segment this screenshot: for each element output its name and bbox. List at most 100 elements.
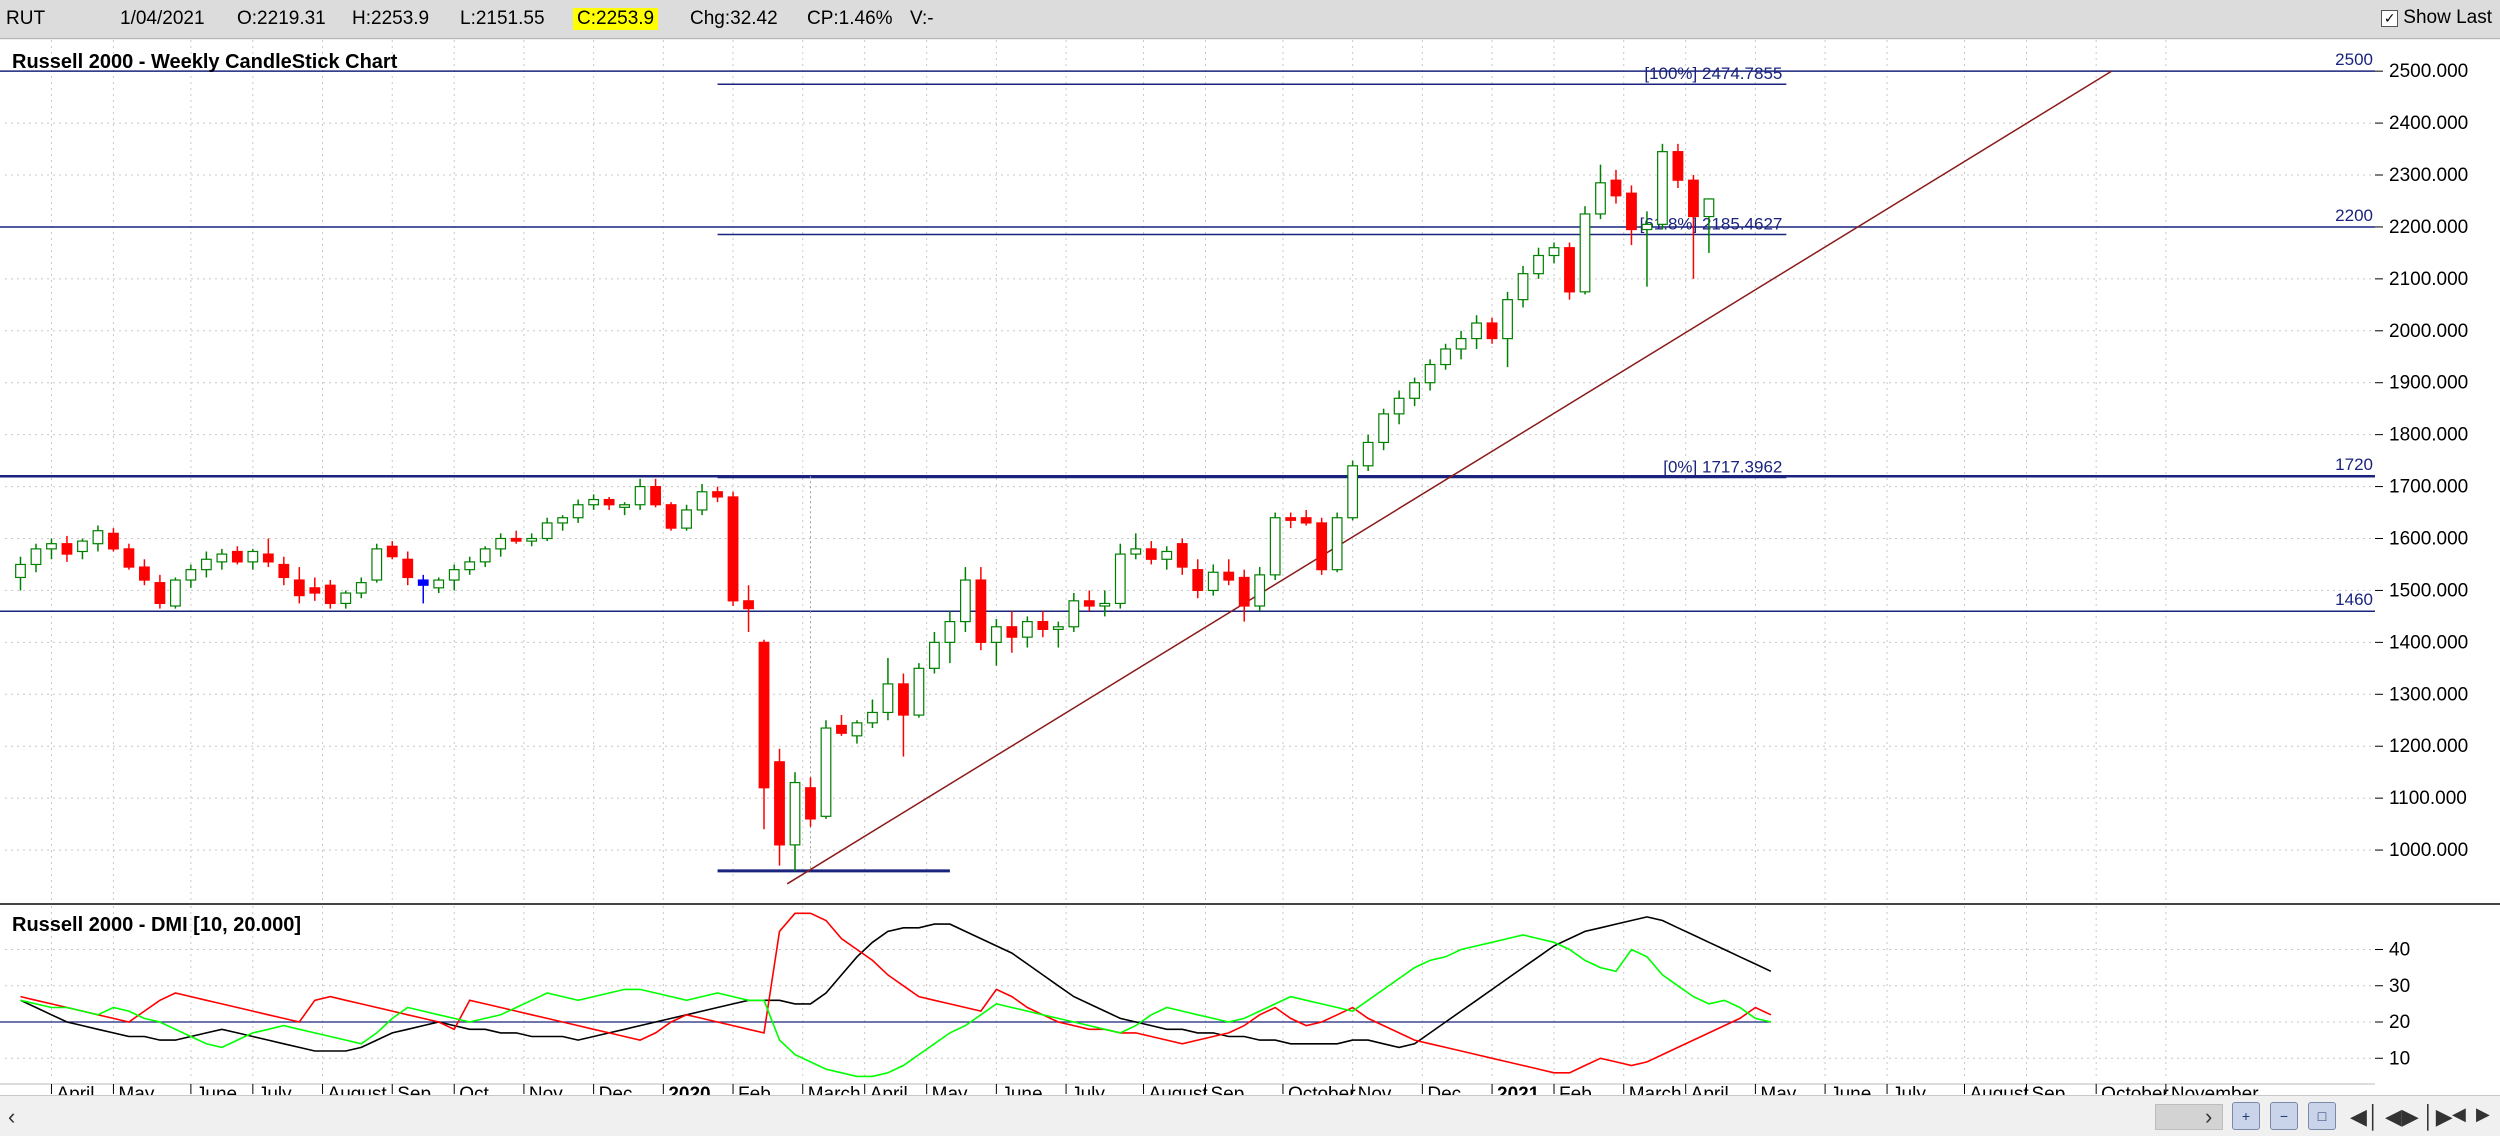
dmi-series-1 xyxy=(20,912,1772,1074)
candle-body xyxy=(1502,299,1513,340)
candle-body xyxy=(371,548,383,581)
candle xyxy=(247,548,259,570)
x-tick-label: May xyxy=(932,1084,968,1095)
candle-body xyxy=(634,485,646,506)
candle-body xyxy=(1424,363,1436,384)
x-tick-label: June xyxy=(1001,1084,1042,1095)
candle xyxy=(200,551,212,578)
x-tick-label: October xyxy=(2101,1084,2169,1095)
candle xyxy=(61,535,73,562)
candle xyxy=(1285,512,1297,529)
candle xyxy=(77,538,88,560)
candle-body xyxy=(1533,254,1544,275)
candle-body xyxy=(1579,213,1591,293)
candle-body xyxy=(1393,397,1405,415)
chart-area[interactable]: 2500 2200 1720 1460 [100%] 2474.7855 [61.8%] … xyxy=(0,40,2500,1095)
candle-body xyxy=(1223,571,1235,581)
candle xyxy=(1595,164,1606,220)
candle-body xyxy=(1641,223,1653,231)
candle-body xyxy=(46,543,57,550)
fib-label: [0%] 1717.3962 xyxy=(1663,458,1782,477)
y-tick-label: 2400.000 xyxy=(2389,113,2468,134)
scroll-left-icon[interactable]: ‹ xyxy=(8,1104,16,1129)
candle xyxy=(402,551,414,586)
dmi-y-tick-label: 30 xyxy=(2389,976,2410,997)
step-back-icon[interactable]: ◀ xyxy=(2452,1104,2466,1124)
candle-body xyxy=(1471,322,1482,340)
volume-value: V:- xyxy=(910,8,934,29)
candle-body xyxy=(139,566,150,581)
candle-body xyxy=(309,587,321,594)
candle xyxy=(262,538,274,568)
candle-body xyxy=(1006,626,1018,638)
candle xyxy=(836,715,847,736)
candle xyxy=(1300,509,1312,526)
step-forward-icon[interactable]: ▶ xyxy=(2476,1104,2490,1124)
candle xyxy=(1331,512,1343,573)
y-tick-label: 1200.000 xyxy=(2389,736,2468,757)
last-page-icon[interactable]: │▶ xyxy=(2422,1104,2453,1129)
x-tick-label: April xyxy=(870,1084,908,1095)
candle xyxy=(1161,546,1173,570)
candle-body xyxy=(1595,182,1606,215)
hline-label: 2500 xyxy=(2335,50,2373,69)
candle xyxy=(1502,291,1513,368)
x-tick-label: Dec xyxy=(1427,1084,1461,1095)
candle-body xyxy=(1285,517,1297,521)
candle xyxy=(1269,512,1281,581)
candle-body xyxy=(479,548,491,563)
scroll-thumb[interactable] xyxy=(2155,1104,2223,1130)
candle xyxy=(712,486,723,503)
candle-body xyxy=(696,491,708,511)
y-tick-label: 1100.000 xyxy=(2389,788,2467,809)
candle-body xyxy=(1347,465,1359,519)
candle-body xyxy=(231,550,243,563)
candle xyxy=(990,618,1002,666)
show-last-label: Show Last xyxy=(2403,7,2492,28)
candle xyxy=(1455,330,1467,360)
candle xyxy=(1238,569,1250,622)
candle xyxy=(1424,359,1436,391)
zoom-reset-icon[interactable]: □ xyxy=(2308,1102,2336,1130)
candle-body xyxy=(1362,441,1374,467)
y-tick-label: 1500.000 xyxy=(2389,580,2468,601)
candle xyxy=(789,772,801,871)
candle-body xyxy=(1130,548,1142,555)
x-tick-label: April xyxy=(1691,1084,1729,1095)
show-last-toggle[interactable]: ✓ Show Last xyxy=(2381,7,2492,29)
candle xyxy=(774,748,785,866)
x-tick-label: July xyxy=(1892,1084,1926,1095)
candle xyxy=(1533,247,1544,279)
candle xyxy=(929,631,940,674)
dmi-y-tick-label: 10 xyxy=(2389,1048,2410,1069)
candle xyxy=(603,496,615,510)
zoom-in-icon[interactable]: + xyxy=(2232,1102,2260,1130)
hline-label: 1720 xyxy=(2335,455,2373,474)
prev-icon[interactable]: ◀▶ xyxy=(2385,1104,2419,1129)
horizontal-scrollbar[interactable]: ‹ › + − □ ◀│ ◀▶ │▶ ◀ ▶ xyxy=(0,1095,2500,1136)
candle xyxy=(1471,315,1482,349)
candle xyxy=(1703,198,1715,253)
candle-body xyxy=(417,579,429,586)
scroll-right-icon[interactable]: › xyxy=(2205,1104,2213,1129)
candle xyxy=(913,663,925,718)
candle-body xyxy=(1703,198,1715,218)
first-page-icon[interactable]: ◀│ xyxy=(2350,1104,2381,1129)
candle-body xyxy=(572,504,584,519)
x-tick-label: July xyxy=(258,1084,292,1095)
candle-body xyxy=(1269,517,1281,576)
close-value: C:2253.9 xyxy=(573,8,659,30)
candle-body xyxy=(355,582,367,594)
candle xyxy=(665,502,677,531)
candle xyxy=(541,517,553,542)
show-last-checkbox[interactable]: ✓ xyxy=(2381,9,2399,27)
candle xyxy=(15,556,26,591)
candle-body xyxy=(386,545,398,558)
x-tick-label: August xyxy=(1970,1084,2030,1095)
x-tick-label: Dec xyxy=(599,1084,633,1095)
candle xyxy=(975,567,987,651)
candle xyxy=(1440,343,1451,370)
candle xyxy=(1006,611,1018,653)
candle-body xyxy=(774,761,785,846)
zoom-out-icon[interactable]: − xyxy=(2270,1102,2298,1130)
